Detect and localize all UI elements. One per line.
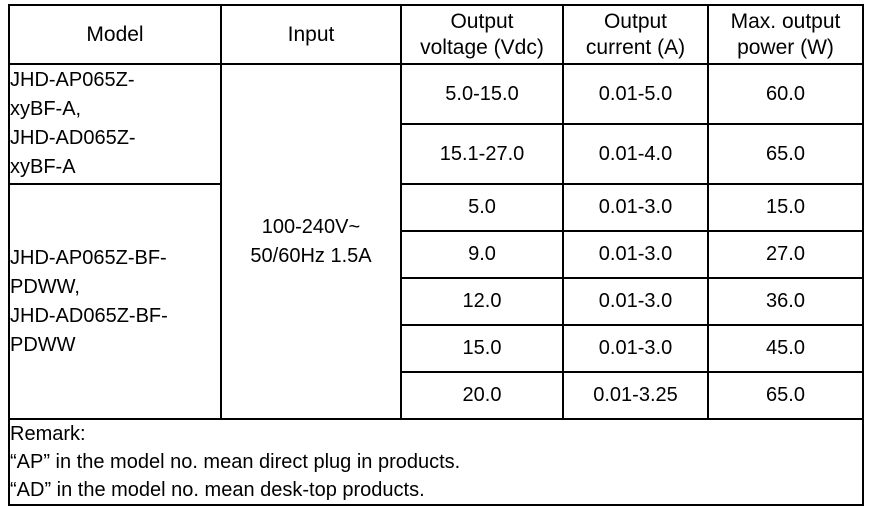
table-row: 15.0 0.01-3.0 45.0 [9,324,864,373]
model-b-line-1: JHD-AP065Z-BF- [10,246,167,269]
input-rating-line-1: 100-240V~ [261,215,361,238]
specification-table-container: Model Input Output voltage (Vdc) Output … [8,4,864,506]
column-header-output-voltage-line-2: voltage (Vdc) [420,35,544,59]
column-header-model: Model [8,4,222,65]
column-header-output-voltage-line-1: Output [450,9,514,33]
cell-max-output-power: 45.0 [707,324,864,373]
input-rating-cell: 100-240V~ 50/60Hz 1.5A [220,63,402,420]
table-row: JHD-AP065Z- xyBF-A, JHD-AD065Z- xyBF-A 1… [8,63,864,420]
cell-output-current: 0.01-4.0 [562,123,709,185]
cell-max-output-power: 27.0 [707,230,864,279]
remark-row: Remark: “AP” in the model no. mean direc… [8,418,864,506]
cell-max-output-power: 65.0 [707,123,864,185]
table-row: JHD-AP065Z-BF- PDWW, JHD-AD065Z-BF- PDWW… [8,183,864,420]
column-header-output-current-line-2: current (A) [585,35,686,59]
cell-output-current: 0.01-5.0 [562,63,709,125]
column-header-input: Input [220,4,402,65]
model-group-cell-b: JHD-AP065Z-BF- PDWW, JHD-AD065Z-BF- PDWW [8,183,222,420]
column-header-output-voltage: Output voltage (Vdc) [400,4,564,65]
cell-output-voltage: 9.0 [400,230,564,279]
cell-output-current: 0.01-3.0 [562,324,709,373]
column-header-max-output-power-line-1: Max. output [730,9,841,33]
model-group-cell-a: JHD-AP065Z- xyBF-A, JHD-AD065Z- xyBF-A [8,63,222,185]
table-row: 20.0 0.01-3.25 65.0 [9,371,864,420]
cell-max-output-power: 60.0 [707,63,864,125]
cell-output-voltage: 20.0 [400,371,564,420]
model-a-line-2: xyBF-A, [10,98,82,120]
remark-line-ap: “AP” in the model no. mean direct plug i… [10,451,461,473]
cell-output-current: 0.01-3.0 [562,183,709,232]
input-rating-line-2: 50/60Hz 1.5A [250,244,372,267]
remark-line-ad: “AD” in the model no. mean desk-top prod… [10,479,425,501]
cell-output-voltage: 5.0 [400,183,564,232]
power-specification-table: Model Input Output voltage (Vdc) Output … [8,4,864,506]
table-row: 9.0 0.01-3.0 27.0 [9,230,864,279]
model-a-line-4: xyBF-A [10,156,76,178]
cell-output-voltage: 15.1-27.0 [400,123,564,185]
cell-output-voltage: 12.0 [400,277,564,326]
cell-output-current: 0.01-3.25 [562,371,709,420]
cell-max-output-power: 65.0 [707,371,864,420]
cell-output-voltage: 5.0-15.0 [400,63,564,125]
cell-output-current: 0.01-3.0 [562,277,709,326]
cell-output-voltage: 15.0 [400,324,564,373]
column-header-input-line-1: Input [287,22,335,46]
column-header-max-output-power-line-2: power (W) [737,35,834,59]
model-a-line-3: JHD-AD065Z- [10,127,136,149]
cell-output-current: 0.01-3.0 [562,230,709,279]
header-row: Model Input Output voltage (Vdc) Output … [8,4,864,65]
column-header-output-current: Output current (A) [562,4,709,65]
table-header: Model Input Output voltage (Vdc) Output … [8,4,864,65]
cell-max-output-power: 36.0 [707,277,864,326]
table-row: 15.1-27.0 0.01-4.0 65.0 [9,123,864,185]
model-a-line-1: JHD-AP065Z- [10,69,135,91]
model-b-line-2: PDWW, [10,275,80,298]
cell-max-output-power: 15.0 [707,183,864,232]
remark-cell: Remark: “AP” in the model no. mean direc… [8,418,864,506]
table-row: 12.0 0.01-3.0 36.0 [9,277,864,326]
column-header-max-output-power: Max. output power (W) [707,4,864,65]
model-b-line-3: JHD-AD065Z-BF- [10,304,168,327]
remark-title: Remark: [10,423,86,445]
model-b-line-4: PDWW [10,333,76,356]
column-header-output-current-line-1: Output [603,9,668,33]
column-header-model-line-1: Model [86,22,144,46]
table-body: JHD-AP065Z- xyBF-A, JHD-AD065Z- xyBF-A 1… [8,63,864,506]
